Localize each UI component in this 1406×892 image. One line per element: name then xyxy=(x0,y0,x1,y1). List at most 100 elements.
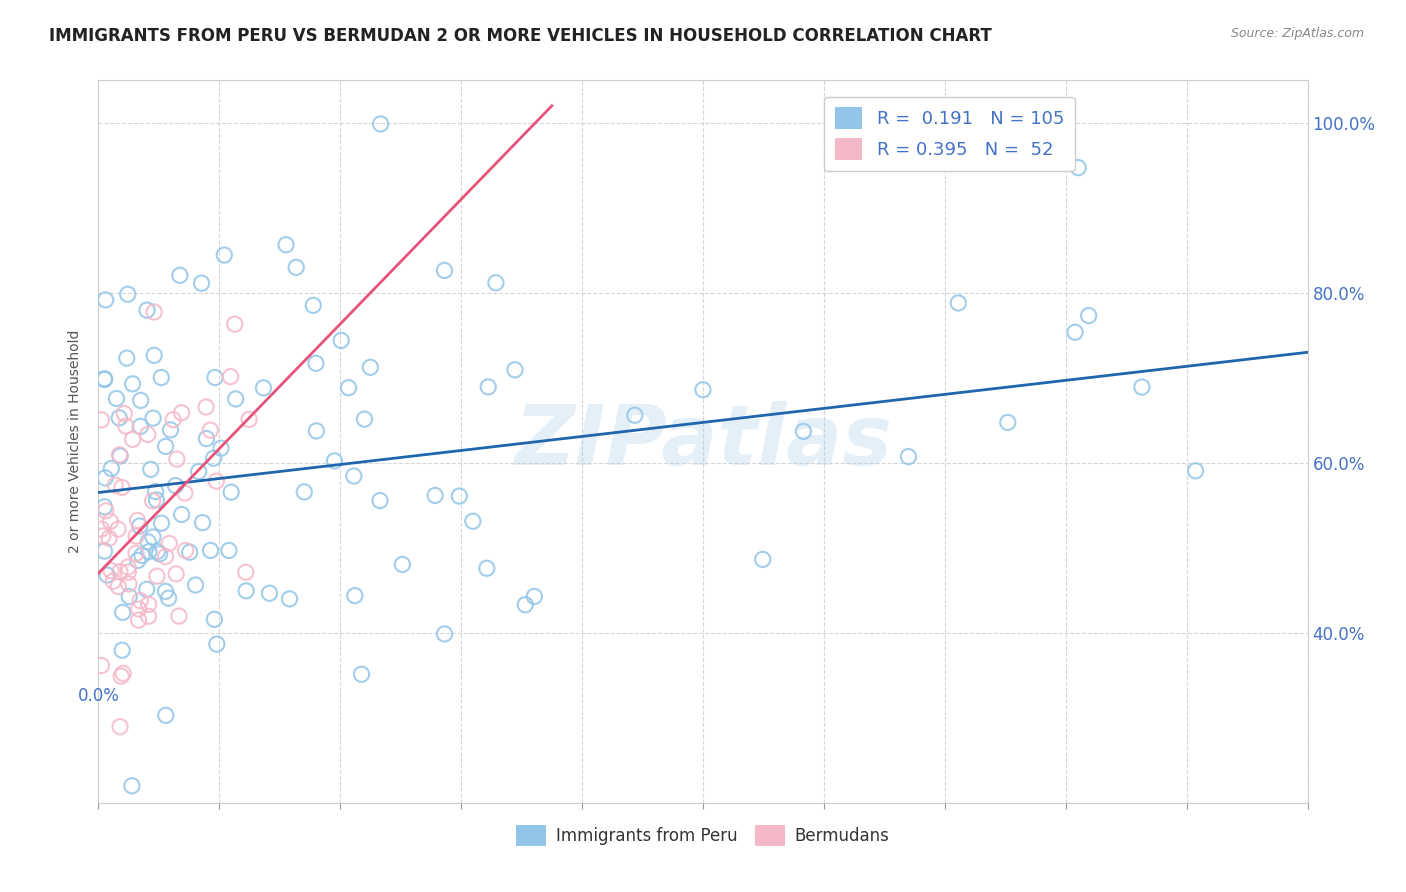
Point xyxy=(96,568,118,582)
Point xyxy=(191,516,214,530)
Point xyxy=(305,424,328,438)
Point xyxy=(93,372,115,386)
Point xyxy=(90,413,112,427)
Point xyxy=(150,370,173,384)
Point xyxy=(200,423,222,437)
Point xyxy=(477,380,499,394)
Point xyxy=(167,609,190,624)
Point xyxy=(204,370,226,384)
Point xyxy=(135,582,157,597)
Point xyxy=(202,612,225,626)
Point xyxy=(209,442,232,456)
Point xyxy=(174,543,197,558)
Point xyxy=(94,504,117,518)
Point xyxy=(117,287,139,301)
Point xyxy=(195,400,218,414)
Point xyxy=(155,549,177,564)
Point xyxy=(219,485,242,500)
Point xyxy=(623,409,645,423)
Point xyxy=(205,637,228,651)
Point xyxy=(128,519,150,533)
Point xyxy=(503,363,526,377)
Point xyxy=(117,560,139,574)
Point xyxy=(692,383,714,397)
Point xyxy=(449,489,471,503)
Point xyxy=(108,410,131,425)
Point xyxy=(343,469,366,483)
Point xyxy=(330,334,353,348)
Point xyxy=(252,381,274,395)
Point xyxy=(165,566,187,581)
Point xyxy=(368,493,391,508)
Point xyxy=(751,552,773,566)
Point xyxy=(179,545,201,559)
Point xyxy=(292,484,315,499)
Point xyxy=(187,465,209,479)
Point xyxy=(218,543,240,558)
Point xyxy=(107,580,129,594)
Point xyxy=(305,356,328,370)
Text: ZIPatlas: ZIPatlas xyxy=(515,401,891,482)
Point xyxy=(897,450,920,464)
Point xyxy=(94,293,117,307)
Point xyxy=(225,392,247,406)
Point xyxy=(129,419,152,434)
Point xyxy=(302,298,325,312)
Point xyxy=(170,508,193,522)
Point xyxy=(128,602,150,616)
Point xyxy=(145,484,167,499)
Point xyxy=(107,522,129,536)
Point xyxy=(91,529,114,543)
Point xyxy=(235,583,257,598)
Point xyxy=(162,412,184,426)
Point xyxy=(138,609,160,624)
Point xyxy=(1130,380,1153,394)
Point xyxy=(274,237,297,252)
Point xyxy=(136,535,159,549)
Point xyxy=(94,471,117,485)
Point xyxy=(238,412,260,426)
Point xyxy=(138,544,160,558)
Point xyxy=(98,514,121,528)
Point xyxy=(169,268,191,283)
Point xyxy=(485,276,508,290)
Point xyxy=(205,474,228,488)
Point xyxy=(127,553,149,567)
Point xyxy=(219,369,242,384)
Point xyxy=(948,296,970,310)
Point xyxy=(139,462,162,476)
Point xyxy=(136,303,159,318)
Point xyxy=(433,263,456,277)
Point xyxy=(93,500,115,514)
Point xyxy=(195,432,218,446)
Point xyxy=(142,493,165,508)
Point xyxy=(200,543,222,558)
Point xyxy=(145,492,167,507)
Point xyxy=(127,513,149,527)
Point xyxy=(115,419,138,434)
Point xyxy=(143,305,166,319)
Point xyxy=(461,514,484,528)
Point xyxy=(337,381,360,395)
Point xyxy=(1067,161,1090,175)
Point xyxy=(475,561,498,575)
Point xyxy=(108,449,131,463)
Point xyxy=(118,577,141,591)
Point xyxy=(423,488,446,502)
Point xyxy=(184,578,207,592)
Point xyxy=(1184,464,1206,478)
Point xyxy=(1064,325,1087,339)
Point xyxy=(202,451,225,466)
Point xyxy=(159,423,181,437)
Point xyxy=(112,666,135,681)
Point xyxy=(111,606,134,620)
Point xyxy=(90,522,112,536)
Point xyxy=(278,591,301,606)
Point xyxy=(104,478,127,492)
Point xyxy=(105,392,128,406)
Point xyxy=(93,372,115,386)
Y-axis label: 2 or more Vehicles in Household: 2 or more Vehicles in Household xyxy=(69,330,83,553)
Point xyxy=(155,439,177,453)
Point xyxy=(100,461,122,475)
Point xyxy=(100,564,122,578)
